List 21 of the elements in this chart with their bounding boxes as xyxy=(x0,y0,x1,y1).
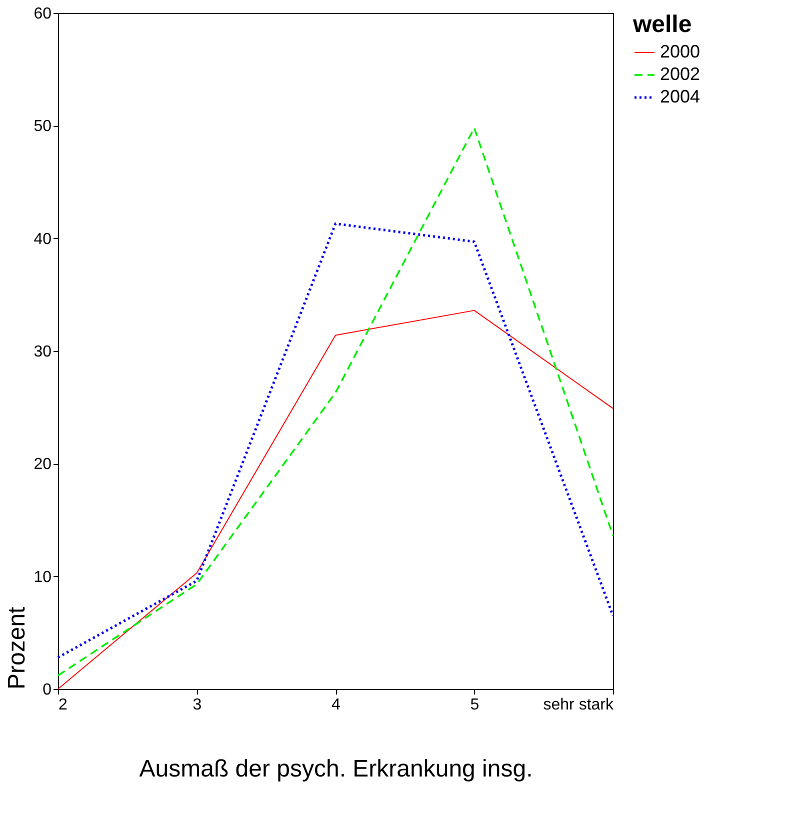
y-tick-label: 40 xyxy=(34,230,52,248)
x-tick-label: sehr stark xyxy=(543,696,614,714)
x-axis-title: Ausmaß der psych. Erkrankung insg. xyxy=(139,756,533,782)
y-tick-label: 0 xyxy=(42,682,52,698)
line-series xyxy=(58,310,614,690)
y-tick-label: 50 xyxy=(34,118,52,136)
legend-label: 2004 xyxy=(660,86,700,106)
x-tick-label: 4 xyxy=(332,696,341,714)
line-series xyxy=(56,222,614,659)
x-tick-label: 3 xyxy=(192,696,202,714)
legend-title: welle xyxy=(632,11,692,38)
x-tick-label: 5 xyxy=(470,696,480,714)
y-axis-title: Prozent xyxy=(4,606,31,690)
legend-label: 2002 xyxy=(660,64,700,84)
legend-label: 2000 xyxy=(660,42,700,62)
y-tick-label: 30 xyxy=(34,344,52,360)
y-tick-label: 10 xyxy=(34,568,52,586)
y-tick-label: 60 xyxy=(34,6,52,22)
y-tick-label: 20 xyxy=(34,456,52,474)
line-series xyxy=(57,127,614,676)
x-tick-label: 2 xyxy=(58,696,68,714)
